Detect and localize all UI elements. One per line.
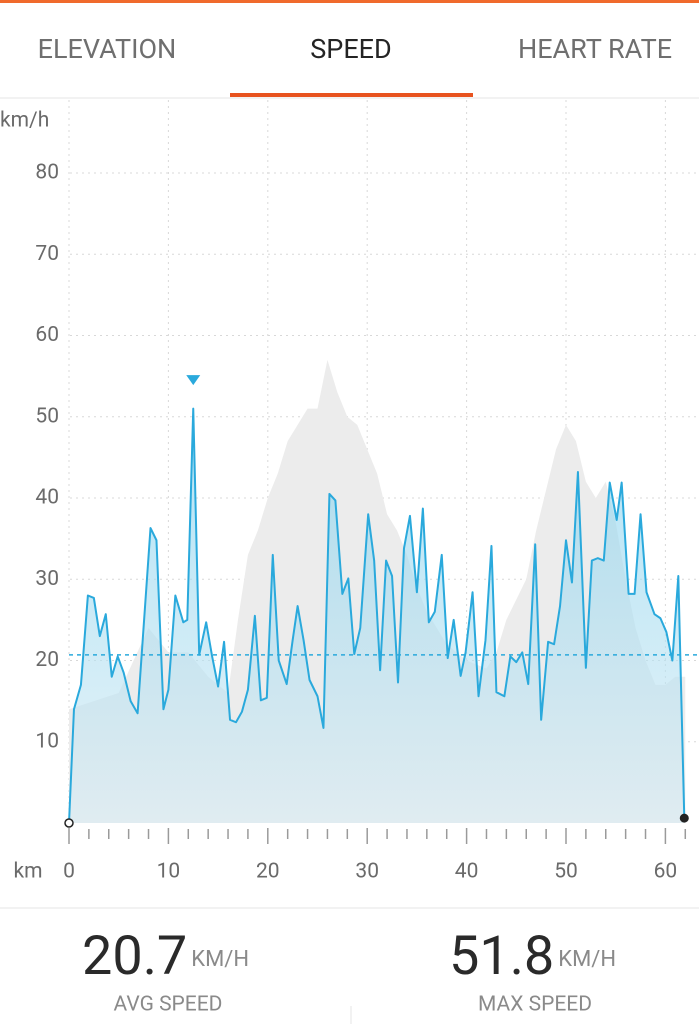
max-label: MAX SPEED xyxy=(478,993,592,1017)
y-axis-label: km/h xyxy=(0,109,49,133)
x-tick-label: 50 xyxy=(554,860,578,884)
top-accent xyxy=(0,0,699,3)
max-stat: 51.8 KM/H xyxy=(449,925,616,988)
tab-indicator xyxy=(230,93,473,97)
end-point xyxy=(679,813,689,823)
x-tick-label: 30 xyxy=(355,860,379,884)
y-tick-label: 20 xyxy=(35,648,59,672)
start-point xyxy=(64,818,74,828)
tab-heart-rate[interactable]: HEART RATE xyxy=(518,33,672,65)
x-tick-label: 60 xyxy=(654,860,678,884)
avg-label: AVG SPEED xyxy=(114,993,223,1017)
max-marker xyxy=(186,375,201,386)
max-value: 51.8 xyxy=(449,925,554,988)
y-tick-label: 60 xyxy=(35,323,59,347)
x-axis-label: km xyxy=(13,860,42,884)
y-tick-label: 40 xyxy=(35,486,59,510)
max-unit: KM/H xyxy=(558,947,616,972)
y-tick-label: 50 xyxy=(35,404,59,428)
avg-stat: 20.7 KM/H xyxy=(82,925,249,988)
tab-elevation[interactable]: ELEVATION xyxy=(38,33,177,65)
speed-line xyxy=(68,407,686,824)
x-tick-label: 10 xyxy=(157,860,181,884)
tab-speed[interactable]: SPEED xyxy=(310,33,391,65)
x-tick-label: 40 xyxy=(455,860,479,884)
x-tick-label: 0 xyxy=(63,860,75,884)
y-tick-label: 10 xyxy=(35,729,59,753)
x-tick-label: 20 xyxy=(256,860,280,884)
chart: 10 20 30 40 50 60 70 80 0 10 20 30 40 50 60 xyxy=(35,100,699,884)
y-tick-label: 30 xyxy=(35,567,59,591)
avg-value: 20.7 xyxy=(82,925,187,988)
avg-unit: KM/H xyxy=(191,947,249,972)
y-tick-label: 80 xyxy=(35,161,59,185)
y-tick-label: 70 xyxy=(35,242,59,266)
